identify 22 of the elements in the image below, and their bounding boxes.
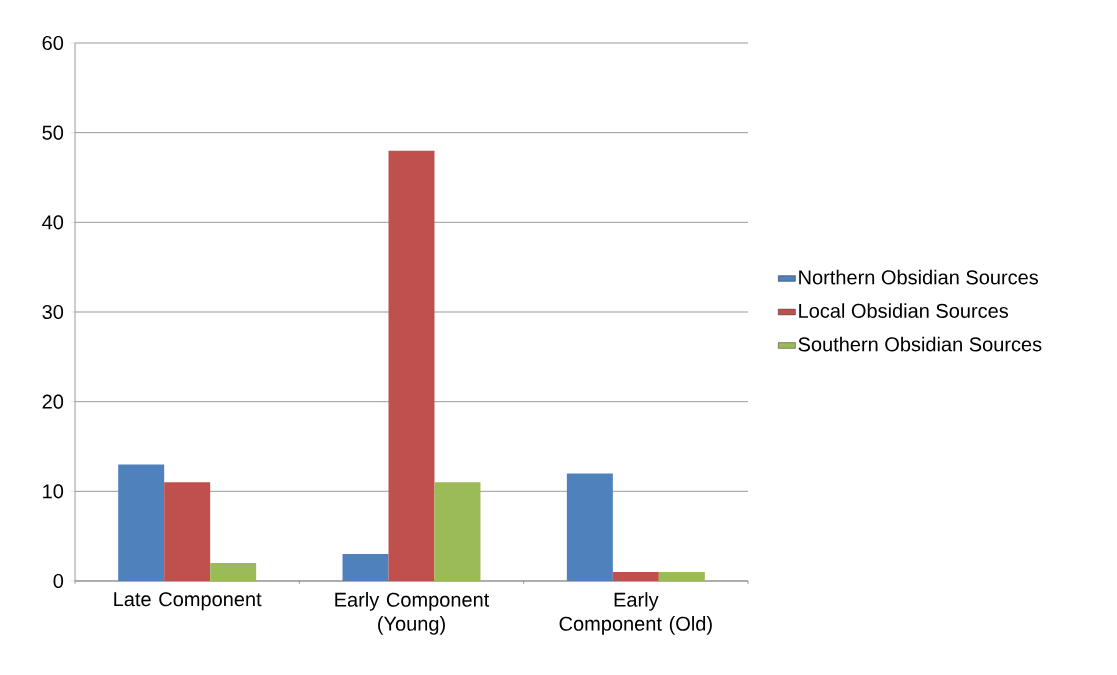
y-tick-label: 40: [42, 215, 64, 230]
legend-label: Northern Obsidian Sources: [799, 269, 1039, 285]
bar: [118, 464, 165, 581]
x-tick-label: Early Component (Old): [559, 592, 712, 635]
y-tick-label: 50: [42, 125, 64, 140]
y-tick-label: 60: [42, 35, 64, 51]
y-tick-label: 0: [53, 573, 64, 589]
y-tick-label: 30: [42, 304, 64, 320]
legend-label: Southern Obsidian Sources: [798, 336, 1042, 352]
bar: [164, 482, 211, 581]
bar: [210, 563, 257, 581]
x-tick-label: Early Component (Young): [335, 592, 490, 635]
y-tick-label: 10: [43, 484, 64, 499]
x-tick-label: Late Component: [114, 592, 262, 611]
bar: [434, 482, 481, 581]
legend-label: Local Obsidian Sources: [799, 303, 1009, 318]
bar: [342, 554, 389, 581]
bar: [612, 572, 659, 581]
y-tick-label: 20: [42, 394, 64, 409]
bar: [566, 473, 613, 581]
bar: [658, 572, 705, 581]
bar: [388, 150, 435, 581]
